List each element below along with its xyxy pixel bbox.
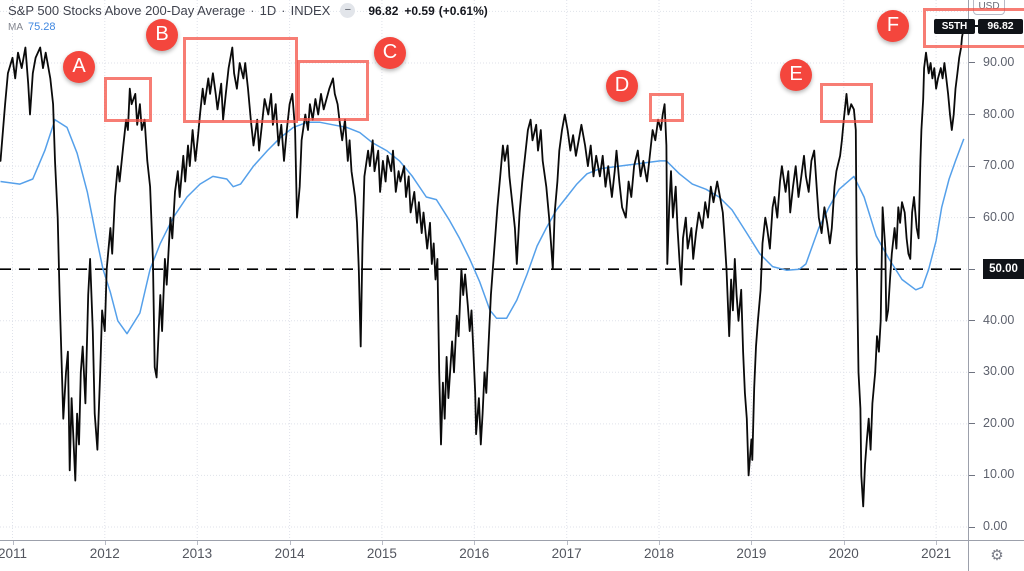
annotation-box-B[interactable] xyxy=(183,37,298,123)
price-axis-tick xyxy=(969,114,975,116)
time-axis-tick xyxy=(289,541,291,545)
price-axis-tick xyxy=(969,268,975,270)
price-axis-label: 20.00 xyxy=(983,415,1015,430)
annotation-circle-E[interactable]: E xyxy=(780,59,812,91)
annotation-circle-D[interactable]: D xyxy=(606,70,638,102)
time-axis-tick xyxy=(104,541,106,545)
price-axis-tick xyxy=(969,474,975,476)
price-axis-tick xyxy=(969,526,975,528)
annotation-circle-A[interactable]: A xyxy=(63,51,95,83)
time-axis-label: 2013 xyxy=(182,546,213,561)
change-value: +0.59 xyxy=(404,3,435,18)
price-axis-label: 0.00 xyxy=(983,519,1008,533)
last-value: 96.82 xyxy=(368,3,399,18)
time-axis-label: 2016 xyxy=(459,546,490,561)
last-price-badge: 96.82 xyxy=(978,19,1023,34)
symbol-price-badge: S5TH xyxy=(934,19,975,34)
level-50-badge: 50.00 xyxy=(983,259,1024,279)
price-axis-label: 60.00 xyxy=(983,209,1015,224)
annotation-circle-B[interactable]: B xyxy=(146,19,178,51)
price-axis-label: 10.00 xyxy=(983,467,1015,482)
price-axis-label: 40.00 xyxy=(983,312,1015,327)
time-axis-tick xyxy=(474,541,476,545)
time-axis-tick xyxy=(566,541,568,545)
main-series-line xyxy=(0,26,965,508)
annotation-circle-F[interactable]: F xyxy=(877,10,909,42)
price-axis-tick xyxy=(969,62,975,64)
time-axis-border xyxy=(0,540,1024,541)
time-axis-label: 2014 xyxy=(274,546,305,561)
annotation-box-F[interactable] xyxy=(923,8,1024,48)
time-axis-tick xyxy=(12,541,14,545)
change-percent: (+0.61%) xyxy=(438,3,488,18)
annotation-box-A[interactable] xyxy=(104,77,152,122)
time-axis-label: 2011 xyxy=(0,546,28,561)
currency-unit-button[interactable]: USD xyxy=(973,0,1005,15)
time-axis-label: 2018 xyxy=(643,546,675,561)
ma-legend-row[interactable]: MA 75.28 xyxy=(8,21,488,33)
price-axis-tick xyxy=(969,423,975,425)
chart-legend: S&P 500 Stocks Above 200-Day Average · 1… xyxy=(8,3,488,33)
badge-connector-line xyxy=(974,25,979,27)
time-axis-label: 2015 xyxy=(366,546,397,561)
time-axis-tick xyxy=(659,541,660,545)
price-axis-border xyxy=(968,0,969,571)
time-axis[interactable]: 2011 2012 2013 2014 2015 2016 2017 2018 2019 2020… xyxy=(0,541,1024,571)
annotation-box-E[interactable] xyxy=(820,83,873,123)
time-axis-tick xyxy=(936,541,938,545)
ma-indicator-value: 75.28 xyxy=(28,21,56,33)
price-axis-tick xyxy=(969,320,975,322)
time-axis-tick xyxy=(751,541,753,545)
hide-series-button[interactable]: − xyxy=(340,3,356,18)
time-axis-tick xyxy=(843,541,845,545)
settings-gear-icon[interactable]: ⚙ xyxy=(990,547,1004,564)
price-axis-tick xyxy=(969,165,975,167)
ma-indicator-label: MA xyxy=(8,21,23,33)
price-axis-tick xyxy=(969,371,975,373)
exchange-label[interactable]: INDEX xyxy=(290,3,331,18)
price-axis-label: 70.00 xyxy=(983,158,1015,173)
symbol-title[interactable]: S&P 500 Stocks Above 200-Day Average xyxy=(8,3,246,18)
time-axis-label: 2021 xyxy=(921,546,952,561)
price-axis-label: 90.00 xyxy=(983,54,1015,69)
annotation-box-D[interactable] xyxy=(649,93,684,122)
separator-dot: · xyxy=(281,3,286,18)
annotation-circle-C[interactable]: C xyxy=(374,37,406,69)
chart-canvas xyxy=(0,0,968,540)
time-axis-label: 2020 xyxy=(828,546,859,561)
chart-plot-area[interactable]: A B C D E F S&P 500 Stocks Above 200-Day Aver… xyxy=(0,0,1024,540)
separator-dot: · xyxy=(250,3,255,18)
interval-label[interactable]: 1D xyxy=(259,3,277,18)
ma-series-line xyxy=(0,118,965,335)
price-axis-label: 30.00 xyxy=(983,364,1015,379)
price-axis-tick xyxy=(969,217,975,219)
price-axis-label: 80.00 xyxy=(983,106,1015,121)
symbol-legend-row: S&P 500 Stocks Above 200-Day Average · 1… xyxy=(8,3,488,18)
time-axis-tick xyxy=(197,541,199,545)
time-axis-label: 2019 xyxy=(736,546,767,561)
time-axis-label: 2012 xyxy=(89,546,120,561)
time-axis-tick xyxy=(381,541,383,545)
time-axis-label: 2017 xyxy=(551,546,582,561)
annotation-box-C[interactable] xyxy=(297,60,369,121)
